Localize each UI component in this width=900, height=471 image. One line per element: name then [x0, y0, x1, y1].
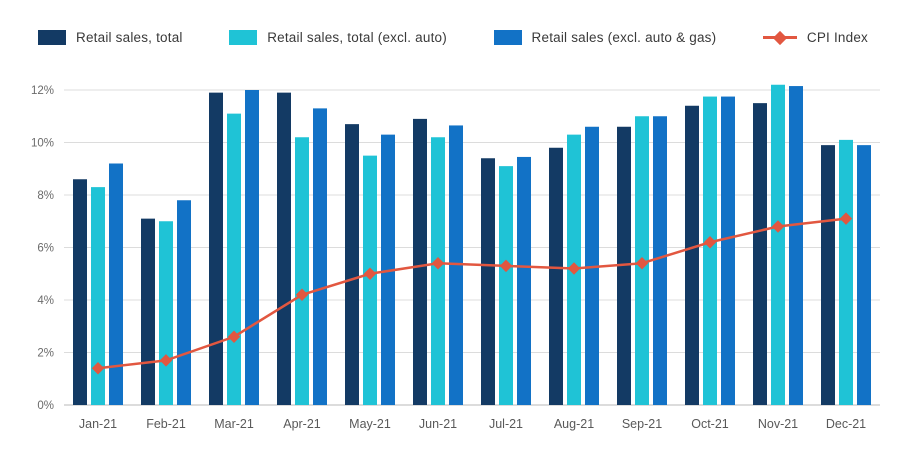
legend-item-retail-excl-auto-gas: Retail sales (excl. auto & gas) [493, 30, 717, 45]
x-tick-label: Dec-21 [826, 417, 866, 431]
bar-retail-total [277, 92, 291, 406]
bar-retail-excl-auto-gas [721, 96, 735, 405]
bar-retail-total [209, 92, 223, 406]
bar-retail-total [73, 179, 87, 405]
cpi-marker [295, 288, 309, 301]
bar-retail-total [549, 147, 563, 405]
legend-item-retail-total: Retail sales, total [38, 30, 183, 45]
y-tick-label: 4% [37, 295, 54, 307]
bar-retail-excl-auto [227, 113, 241, 406]
cpi-marker [839, 212, 853, 225]
bar-retail-excl-auto [91, 187, 105, 405]
bar-retail-total [413, 118, 427, 406]
legend-item-retail-excl-auto: Retail sales, total (excl. auto) [229, 30, 447, 45]
bar-retail-total [821, 145, 835, 406]
x-tick-label: Mar-21 [214, 417, 254, 431]
legend-swatch-retail-excl-auto [229, 30, 258, 45]
bar-retail-excl-auto [839, 139, 853, 406]
bar-retail-excl-auto-gas [109, 163, 123, 405]
bar-retail-excl-auto-gas [245, 90, 259, 405]
bar-retail-total [753, 103, 767, 406]
x-tick-label: Jun-21 [419, 417, 457, 431]
bar-retail-total [141, 218, 155, 406]
bar-retail-excl-auto [159, 221, 173, 405]
legend-item-cpi-index: CPI Index [762, 30, 868, 45]
bar-retail-excl-auto [703, 96, 717, 405]
legend-label-cpi-index: CPI Index [806, 30, 868, 45]
y-tick-label: 6% [37, 243, 54, 255]
bar-retail-excl-auto-gas [789, 86, 803, 405]
cpi-marker [567, 262, 581, 275]
x-tick-label: Oct-21 [691, 417, 729, 431]
x-tick-label: Jan-21 [79, 417, 117, 431]
x-tick-label: Apr-21 [283, 417, 321, 431]
cpi-marker [703, 236, 717, 249]
chart-legend: Retail sales, total Retail sales, total … [38, 30, 868, 45]
legend-swatch-retail-total [38, 30, 66, 45]
bar-retail-excl-auto-gas [653, 116, 667, 405]
x-tick-label: Sep-21 [622, 417, 662, 431]
cpi-marker [431, 257, 445, 270]
bar-retail-excl-auto-gas [857, 145, 871, 406]
cpi-marker [499, 259, 513, 273]
cpi-marker [159, 354, 173, 367]
y-tick-label: 0% [37, 400, 54, 412]
bar-retail-total [481, 158, 495, 405]
cpi-index-line [97, 217, 847, 370]
y-tick-label: 10% [31, 138, 54, 150]
bar-retail-excl-auto [771, 84, 785, 405]
bar-retail-total [345, 124, 359, 406]
legend-label-retail-excl-auto-gas: Retail sales (excl. auto & gas) [531, 30, 717, 45]
chart-plot-area: 0% 2% 4% 6% 8% 10% 12% Jan-21 Feb-21 Mar-21 Apr-21… [31, 84, 880, 431]
legend-swatch-retail-excl-auto-gas [493, 30, 522, 45]
cpi-marker [771, 220, 785, 233]
y-tick-label: 12% [31, 85, 54, 97]
cpi-marker [91, 362, 105, 375]
cpi-marker [227, 330, 241, 343]
bar-retail-excl-auto [295, 137, 309, 405]
cpi-legend-diamond [772, 30, 787, 45]
cpi-marker [635, 257, 649, 270]
cpi-marker [363, 267, 377, 280]
bar-retail-excl-auto-gas [313, 108, 327, 406]
y-tick-label: 2% [37, 348, 54, 360]
x-tick-label: Nov-21 [758, 417, 798, 431]
bar-retail-excl-auto-gas [177, 200, 191, 405]
legend-label-retail-total: Retail sales, total [76, 30, 183, 45]
bar-retail-excl-auto-gas [517, 156, 531, 405]
x-tick-label: Jul-21 [489, 417, 523, 431]
bar-retail-total [685, 105, 699, 405]
legend-label-retail-excl-auto: Retail sales, total (excl. auto) [267, 30, 447, 45]
x-tick-label: Feb-21 [146, 417, 186, 431]
bar-retail-excl-auto [431, 137, 445, 405]
x-tick-label: May-21 [349, 417, 391, 431]
bar-retail-excl-auto-gas [449, 125, 463, 405]
y-tick-label: 8% [37, 190, 54, 202]
bar-retail-excl-auto [499, 166, 513, 406]
x-tick-label: Aug-21 [554, 417, 594, 431]
bar-retail-excl-auto [363, 155, 377, 406]
cpi-line-marker-icon [762, 30, 797, 45]
